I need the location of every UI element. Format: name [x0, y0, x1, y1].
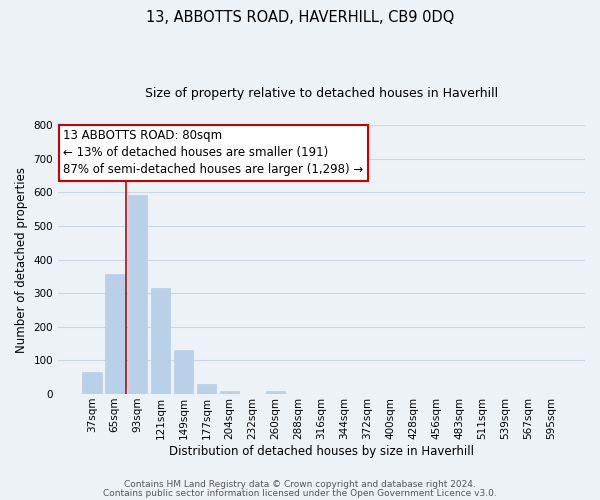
Bar — [266, 390, 286, 394]
Bar — [197, 384, 217, 394]
Text: Contains HM Land Registry data © Crown copyright and database right 2024.: Contains HM Land Registry data © Crown c… — [124, 480, 476, 489]
Title: Size of property relative to detached houses in Haverhill: Size of property relative to detached ho… — [145, 88, 498, 101]
Y-axis label: Number of detached properties: Number of detached properties — [15, 166, 28, 352]
Text: Contains public sector information licensed under the Open Government Licence v3: Contains public sector information licen… — [103, 488, 497, 498]
Bar — [174, 350, 193, 394]
X-axis label: Distribution of detached houses by size in Haverhill: Distribution of detached houses by size … — [169, 444, 474, 458]
Text: 13, ABBOTTS ROAD, HAVERHILL, CB9 0DQ: 13, ABBOTTS ROAD, HAVERHILL, CB9 0DQ — [146, 10, 454, 25]
Bar — [151, 288, 170, 394]
Bar — [105, 274, 125, 394]
Text: 13 ABBOTTS ROAD: 80sqm
← 13% of detached houses are smaller (191)
87% of semi-de: 13 ABBOTTS ROAD: 80sqm ← 13% of detached… — [64, 130, 364, 176]
Bar — [128, 195, 148, 394]
Bar — [82, 372, 101, 394]
Bar — [220, 390, 239, 394]
